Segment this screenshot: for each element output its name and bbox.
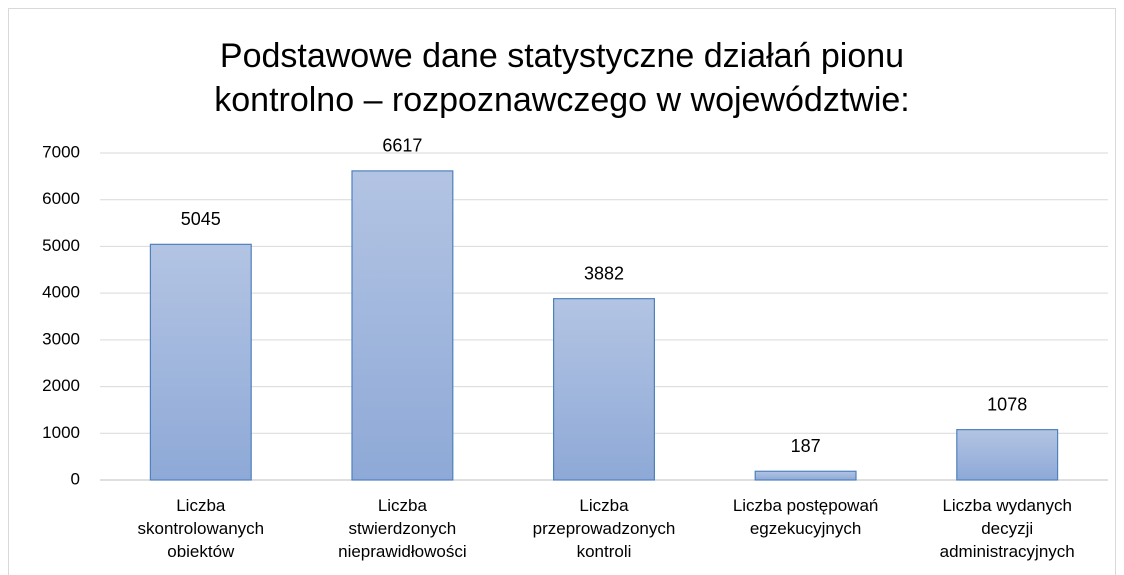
y-tick-label: 6000 bbox=[42, 189, 80, 208]
y-tick-label: 5000 bbox=[42, 236, 80, 255]
y-tick-label: 3000 bbox=[42, 329, 80, 348]
bar bbox=[754, 470, 857, 481]
value-label: 6617 bbox=[382, 136, 422, 156]
value-label: 1078 bbox=[987, 394, 1027, 414]
x-tick-label: Liczba skontrolowanych obiektów bbox=[137, 496, 265, 561]
x-tick-label: Liczba przeprowadzonych kontroli bbox=[532, 496, 676, 561]
y-tick-label: 7000 bbox=[42, 142, 80, 161]
chart-title: Podstawowe dane statystyczne działań pio… bbox=[214, 37, 910, 119]
y-tick-label: 1000 bbox=[42, 423, 80, 442]
value-label: 3882 bbox=[584, 263, 624, 283]
bar bbox=[552, 298, 655, 481]
bar bbox=[149, 243, 252, 481]
chart-frame bbox=[8, 8, 1116, 575]
x-tick-label: Liczba wydanych decyzji administracyjnyc… bbox=[939, 496, 1075, 561]
x-tick-label: Liczba stwierdzonych nieprawidłowości bbox=[338, 496, 467, 561]
value-label: 187 bbox=[791, 436, 821, 456]
y-tick-label: 2000 bbox=[42, 376, 80, 395]
x-tick-label: Liczba postępowań egzekucyjnych bbox=[732, 496, 879, 538]
y-tick-label: 0 bbox=[71, 469, 80, 488]
y-tick-label: 4000 bbox=[42, 283, 80, 302]
bar bbox=[351, 170, 454, 481]
value-label: 5045 bbox=[181, 209, 221, 229]
bar bbox=[956, 429, 1059, 481]
